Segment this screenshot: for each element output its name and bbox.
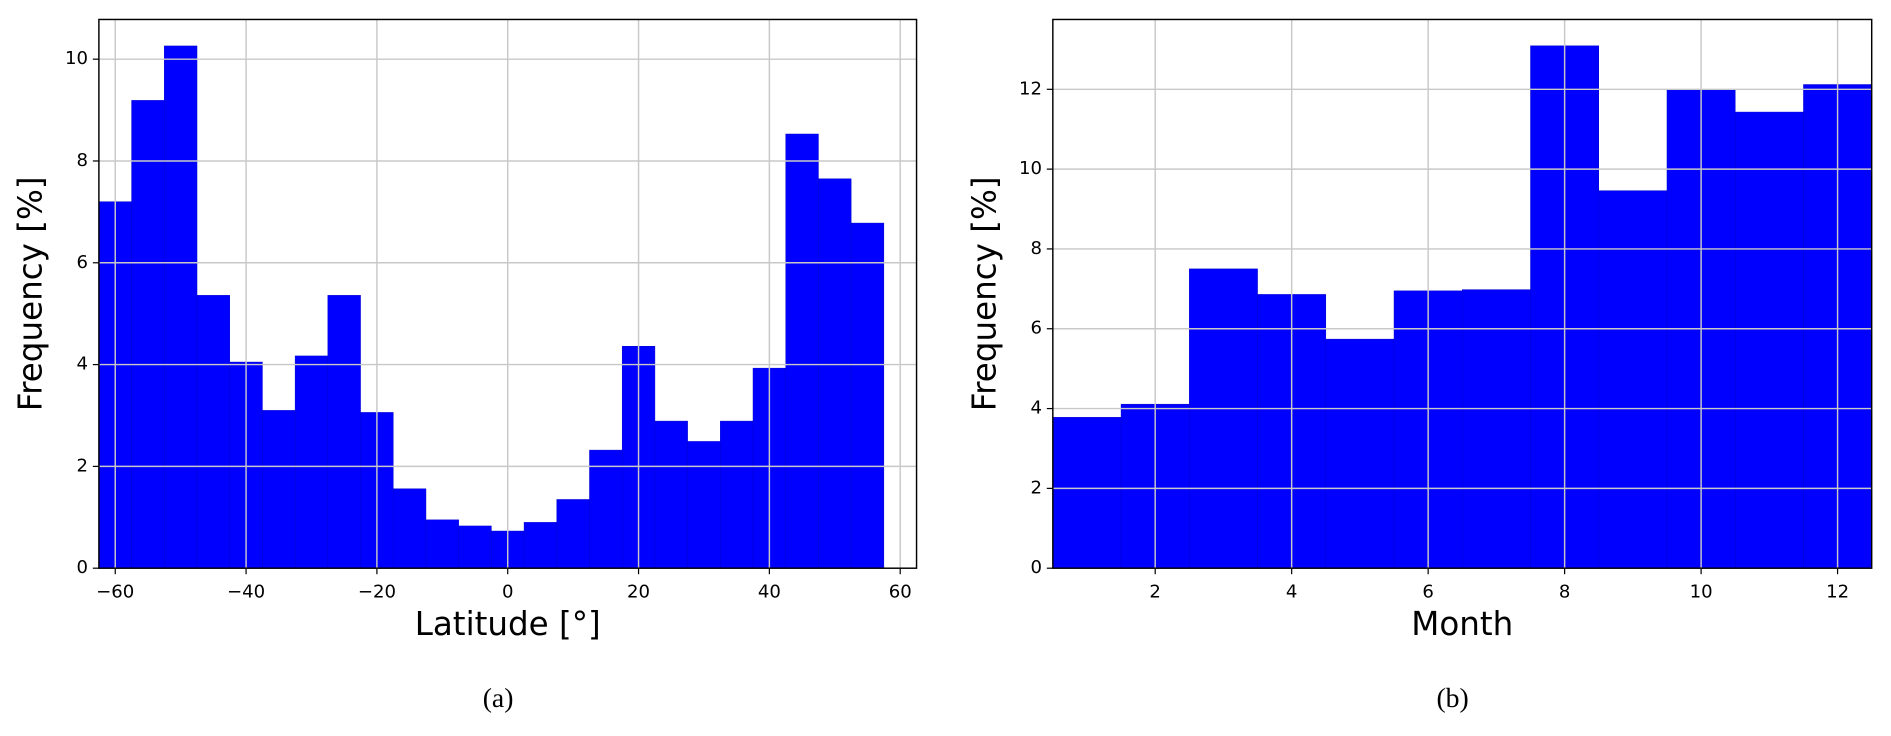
y-axis-label: Frequency [%]	[12, 176, 50, 411]
bar	[785, 133, 819, 569]
y-tick-label: 0	[77, 557, 89, 578]
bar	[589, 449, 623, 569]
y-tick-label: 4	[77, 354, 89, 375]
bar	[131, 100, 165, 569]
x-tick-label: 40	[758, 581, 781, 602]
bar	[654, 420, 688, 569]
bar	[1598, 190, 1668, 569]
x-axis-label: Month	[1411, 605, 1513, 643]
caption: (b)	[1436, 682, 1468, 713]
y-tick-label: 2	[1030, 477, 1042, 498]
x-tick-label: 4	[1286, 581, 1298, 602]
bar	[262, 410, 296, 569]
x-tick-label: −60	[96, 581, 134, 602]
bar	[1189, 268, 1258, 569]
x-tick-label: 8	[1559, 581, 1571, 602]
x-tick-label: 20	[627, 581, 650, 602]
x-axis-label: Latitude [°]	[415, 605, 601, 643]
y-tick-label: 10	[65, 48, 88, 69]
bar	[1734, 111, 1804, 569]
y-tick-label: 6	[77, 252, 89, 273]
y-axis-label: Frequency [%]	[966, 176, 1004, 411]
bar	[1052, 417, 1122, 569]
bar	[1325, 338, 1395, 569]
x-tick-label: 0	[502, 581, 514, 602]
y-tick-label: 12	[1019, 78, 1042, 99]
y-tick-label: 8	[1030, 238, 1042, 259]
y-tick-label: 0	[1030, 557, 1042, 578]
bar	[850, 222, 885, 569]
y-tick-label: 8	[77, 150, 89, 171]
bar	[294, 355, 329, 569]
y-tick-label: 2	[77, 455, 89, 476]
x-tick-label: 6	[1422, 581, 1434, 602]
bar	[393, 488, 427, 569]
bar	[164, 45, 198, 569]
x-tick-label: 2	[1149, 581, 1161, 602]
y-tick-label: 10	[1019, 158, 1042, 179]
bar	[425, 519, 459, 569]
bar	[327, 295, 361, 569]
bar	[818, 178, 852, 569]
bar	[720, 420, 754, 569]
bar	[1462, 289, 1531, 569]
x-tick-label: 60	[889, 581, 912, 602]
x-tick-label: 12	[1826, 581, 1849, 602]
bar	[687, 441, 721, 569]
y-tick-label: 6	[1030, 318, 1042, 339]
bar	[196, 295, 230, 569]
bar	[556, 499, 590, 569]
plot-frame	[98, 18, 918, 569]
caption: (a)	[483, 682, 514, 713]
plot-frame	[1052, 18, 1873, 569]
x-tick-label: 10	[1690, 581, 1713, 602]
y-tick-label: 4	[1030, 398, 1042, 419]
x-tick-label: −20	[358, 581, 396, 602]
bar	[523, 522, 558, 569]
bar	[458, 525, 492, 569]
x-tick-label: −40	[227, 581, 265, 602]
